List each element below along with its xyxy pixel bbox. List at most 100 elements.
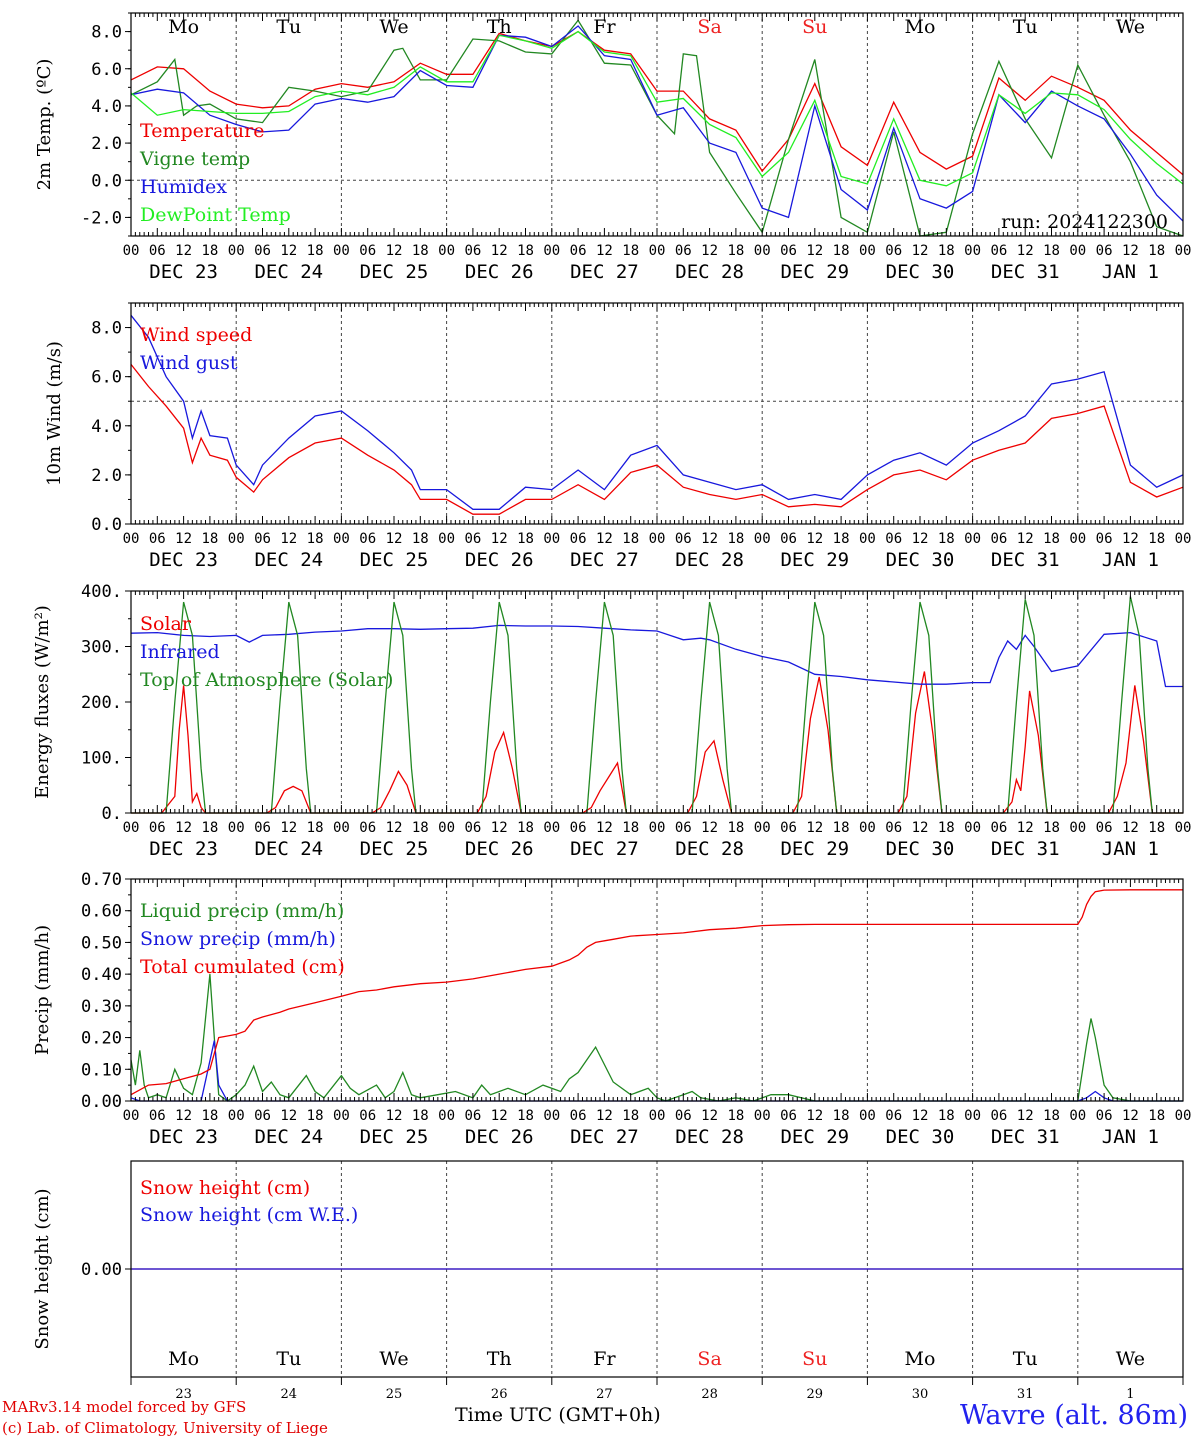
date-label: DEC 25 (360, 838, 429, 860)
chart-panel-2: 00 06 12 18 00 06 12 18 00 06 12 18 00 06 12 18 00 06 12 18… (44, 302, 1192, 571)
date-label: DEC 29 (780, 261, 849, 283)
x-tick-label: 06 (990, 1108, 1007, 1124)
weekday-label: Su (802, 1348, 827, 1370)
x-tick-label: 00 (1069, 1108, 1086, 1124)
date-label: DEC 31 (991, 549, 1060, 571)
legend-entry: Total cumulated (cm) (140, 956, 345, 978)
legend-entry: Snow height (cm W.E.) (140, 1204, 358, 1226)
x-tick-label: 00 (1069, 243, 1086, 259)
x-tick-label: 18 (307, 1108, 324, 1124)
weekday-label: Fr (593, 16, 616, 38)
x-tick-label: 00 (649, 531, 666, 547)
model-credit-line2: (c) Lab. of Climatology, University of L… (2, 1419, 328, 1437)
weekday-label: Mo (905, 1348, 936, 1370)
weekday-label: Su (802, 16, 827, 38)
x-tick-label: 12 (1017, 1108, 1034, 1124)
x-tick-label: 18 (938, 243, 955, 259)
x-tick-label: 18 (622, 531, 639, 547)
x-tick-label: 06 (780, 531, 797, 547)
day-number-label: 28 (701, 1387, 718, 1402)
x-tick-label: 06 (1096, 820, 1113, 836)
date-label: DEC 27 (570, 261, 639, 283)
date-label: JAN 1 (1102, 838, 1159, 860)
x-tick-label: 18 (517, 243, 534, 259)
x-tick-label: 06 (359, 243, 376, 259)
weekday-label: Tu (1013, 1348, 1038, 1370)
x-tick-label: 06 (254, 820, 271, 836)
x-tick-label: 18 (201, 531, 218, 547)
x-tick-label: 12 (596, 531, 613, 547)
y-tick-label: 0.20 (81, 1029, 122, 1049)
x-tick-label: 18 (833, 1108, 850, 1124)
x-tick-label: 06 (359, 820, 376, 836)
x-tick-label: 06 (675, 1108, 692, 1124)
date-label: DEC 23 (149, 838, 218, 860)
x-tick-label: 18 (727, 531, 744, 547)
x-tick-label: 00 (228, 1108, 245, 1124)
x-tick-label: 12 (386, 243, 403, 259)
x-tick-label: 00 (754, 1108, 771, 1124)
weekday-label: Mo (168, 16, 199, 38)
x-tick-label: 06 (570, 1108, 587, 1124)
date-label: DEC 25 (360, 261, 429, 283)
weekday-label: Sa (697, 16, 721, 38)
x-tick-label: 18 (412, 820, 429, 836)
x-tick-label: 12 (596, 1108, 613, 1124)
x-tick-label: 12 (491, 243, 508, 259)
x-tick-label: 18 (517, 531, 534, 547)
x-tick-label: 00 (333, 531, 350, 547)
x-tick-label: 12 (596, 243, 613, 259)
x-tick-label: 06 (780, 820, 797, 836)
x-tick-label: 06 (359, 531, 376, 547)
x-tick-label: 06 (675, 531, 692, 547)
legend-entry: Vigne temp (139, 148, 250, 170)
x-tick-label: 18 (201, 243, 218, 259)
date-label: DEC 23 (149, 1126, 218, 1148)
x-tick-label: 00 (1069, 531, 1086, 547)
x-tick-label: 00 (228, 820, 245, 836)
x-tick-label: 18 (1148, 243, 1165, 259)
x-tick-label: 12 (386, 1108, 403, 1124)
day-number-label: 27 (596, 1387, 613, 1402)
y-tick-label: 0.0 (91, 515, 122, 535)
x-tick-label: 00 (754, 820, 771, 836)
x-tick-label: 18 (727, 1108, 744, 1124)
x-tick-label: 00 (1175, 531, 1192, 547)
x-tick-label: 06 (885, 243, 902, 259)
x-tick-label: 12 (806, 1108, 823, 1124)
x-tick-label: 18 (412, 243, 429, 259)
x-tick-label: 18 (833, 820, 850, 836)
x-tick-label: 00 (649, 1108, 666, 1124)
y-tick-label: 0.70 (81, 870, 122, 890)
x-tick-label: 00 (649, 820, 666, 836)
x-tick-label: 12 (280, 531, 297, 547)
x-tick-label: 06 (990, 243, 1007, 259)
x-tick-label: 12 (1122, 243, 1139, 259)
date-label: DEC 26 (465, 838, 534, 860)
x-tick-label: 12 (386, 820, 403, 836)
x-tick-label: 00 (123, 820, 140, 836)
station-title: Wavre (alt. 86m) (960, 1400, 1188, 1431)
x-tick-label: 12 (806, 531, 823, 547)
legend-entry: Wind speed (140, 324, 252, 346)
x-tick-label: 12 (1122, 531, 1139, 547)
x-tick-label: 12 (491, 531, 508, 547)
x-tick-label: 00 (123, 531, 140, 547)
x-tick-label: 12 (912, 243, 929, 259)
date-label: DEC 28 (675, 838, 744, 860)
x-tick-label: 18 (1043, 820, 1060, 836)
x-tick-label: 06 (1096, 243, 1113, 259)
legend-entry: Solar (140, 613, 192, 635)
y-tick-label: 8.0 (91, 319, 122, 339)
x-tick-label: 06 (1096, 1108, 1113, 1124)
y-tick-label: 0.40 (81, 965, 122, 985)
chart-panel-1: 00 06 12 18 00 06 12 18 00 06 12 18 00 06 12 18 00 06 12 18… (34, 12, 1191, 283)
x-tick-label: 18 (727, 820, 744, 836)
x-tick-label: 12 (280, 243, 297, 259)
x-tick-label: 00 (438, 531, 455, 547)
model-credit-line1: MARv3.14 model forced by GFS (2, 1398, 247, 1416)
x-tick-label: 18 (1043, 1108, 1060, 1124)
x-tick-label: 00 (123, 1108, 140, 1124)
x-tick-label: 18 (201, 820, 218, 836)
series-line-dewpoint-temp (130, 30, 1184, 187)
